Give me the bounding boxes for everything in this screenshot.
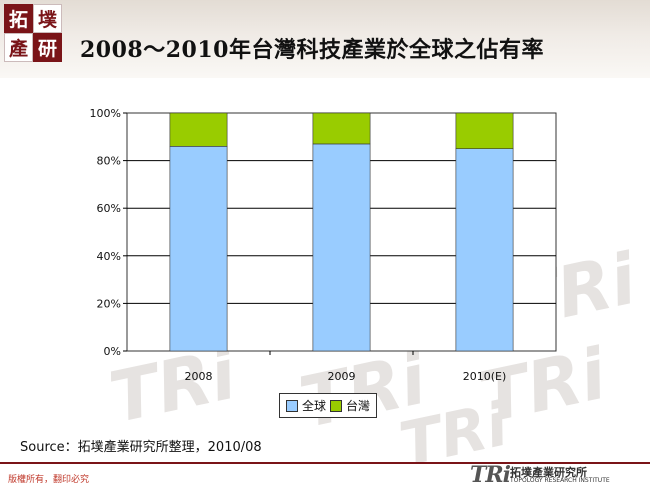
- copyright-text: 版權所有，翻印必究: [8, 475, 90, 485]
- logo-char: 研: [33, 33, 62, 62]
- bar-segment: [312, 112, 371, 145]
- x-tick-label: 2010(E): [463, 370, 507, 383]
- brand-logo: TRi: [470, 462, 511, 488]
- brand-name-en: TOPOLOGY RESEARCH INSTITUTE: [510, 477, 610, 484]
- legend-swatch-taiwan: [330, 399, 343, 412]
- bar-segment: [169, 112, 228, 147]
- legend-label-taiwan: 台灣: [346, 399, 371, 413]
- x-tick-label: 2008: [185, 370, 213, 383]
- x-tick-label: 2009: [328, 370, 356, 383]
- chart-legend: 全球 台灣: [279, 393, 378, 418]
- logo-char: 拓: [4, 4, 33, 33]
- y-tick-label: 0%: [104, 345, 121, 358]
- page-title: 2008～2010年台灣科技產業於全球之佔有率: [80, 37, 544, 63]
- footer-divider: [0, 462, 650, 464]
- y-tick-label: 80%: [97, 155, 121, 168]
- source-note: Source：拓墣產業研究所整理，2010/08: [20, 440, 262, 455]
- logo: 拓 墣 產 研: [4, 4, 62, 62]
- y-tick-label: 100%: [90, 107, 121, 120]
- brand-name-cn: 拓墣產業研究所: [510, 466, 587, 479]
- header-band: 拓 墣 產 研 2008～2010年台灣科技產業於全球之佔有率: [0, 0, 650, 78]
- legend-label-global: 全球: [302, 399, 327, 413]
- y-tick-label: 40%: [97, 250, 121, 263]
- bar-segment: [312, 143, 371, 352]
- y-tick-label: 20%: [97, 297, 121, 310]
- bar-segment: [455, 148, 514, 352]
- logo-char: 產: [4, 33, 33, 62]
- bar-segment: [455, 112, 514, 150]
- stacked-bar-chart: 0% 20% 40% 60% 80% 100% 2008 2009 2010(E): [90, 107, 557, 383]
- legend-swatch-global: [286, 399, 298, 412]
- logo-char: 墣: [33, 4, 62, 33]
- y-tick-label: 60%: [97, 202, 121, 215]
- bar-segment: [169, 146, 228, 352]
